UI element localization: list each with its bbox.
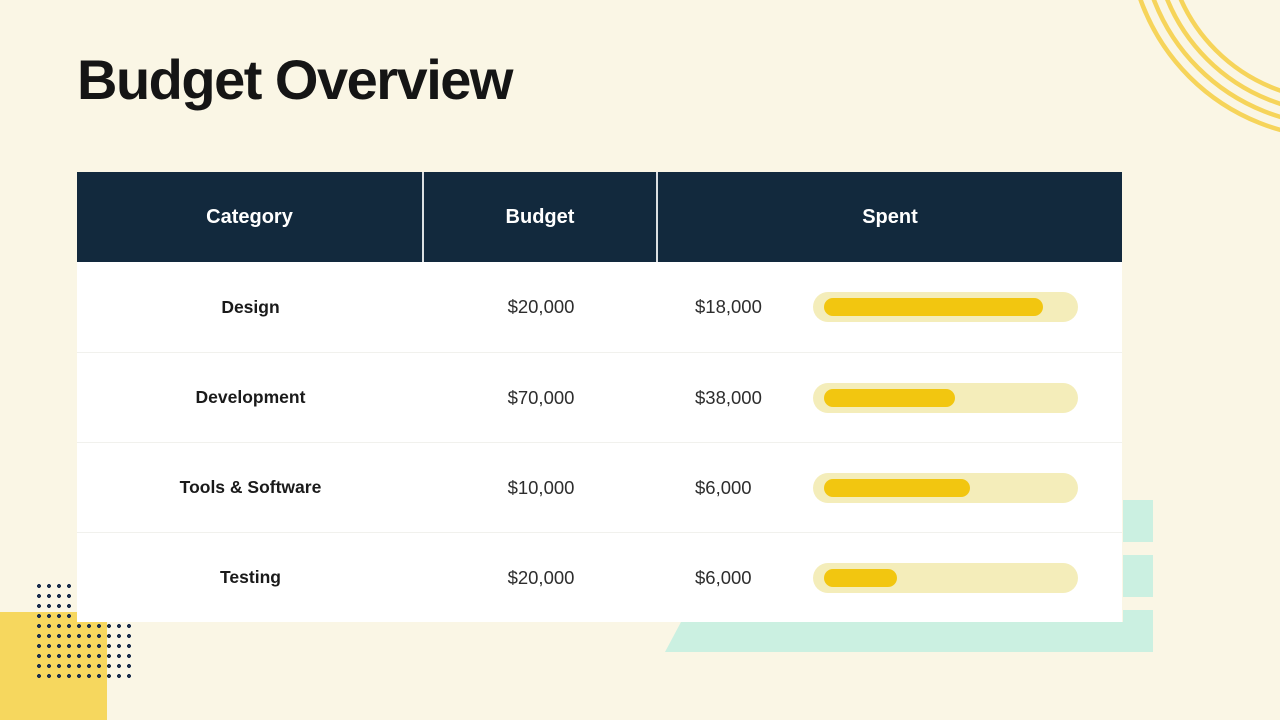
spent-cell: $6,000: [658, 533, 1122, 622]
spent-value: $38,000: [695, 386, 762, 408]
table-row: Development $70,000 $38,000: [77, 352, 1122, 442]
table-body: Design $20,000 $18,000 Development $70,0…: [77, 262, 1122, 622]
budget-cell: $70,000: [507, 386, 575, 408]
table-row: Testing $20,000 $6,000: [77, 532, 1122, 622]
budget-cell: $20,000: [507, 566, 575, 588]
spent-value: $6,000: [695, 476, 752, 498]
progress-fill: [824, 568, 897, 587]
dot-grid-small-decoration: [34, 581, 74, 621]
category-cell: Testing: [220, 567, 281, 587]
budget-cell: $10,000: [507, 476, 575, 498]
category-cell: Design: [221, 296, 280, 317]
progress-track: [813, 292, 1078, 322]
header-cell-budget: Budget: [424, 172, 658, 262]
progress-track: [813, 472, 1078, 503]
table-header-row: Category Budget Spent: [77, 172, 1122, 262]
spent-value: $6,000: [695, 566, 752, 588]
category-cell: Tools & Software: [179, 477, 322, 497]
slide-title: Budget Overview: [77, 48, 513, 111]
spent-cell: $6,000: [658, 443, 1122, 532]
spent-cell: $18,000: [658, 262, 1122, 352]
concentric-arcs-decoration: [1138, 0, 1280, 133]
dot-grid-large-decoration: [34, 621, 134, 681]
table-row: Design $20,000 $18,000: [77, 262, 1122, 352]
category-cell: Development: [195, 387, 306, 407]
progress-fill: [824, 478, 970, 497]
spent-value: $18,000: [695, 296, 762, 317]
table-row: Tools & Software $10,000 $6,000: [77, 442, 1122, 532]
progress-fill: [824, 298, 1043, 316]
progress-track: [813, 562, 1078, 593]
header-cell-spent: Spent: [862, 205, 918, 228]
budget-table: Category Budget Spent Design $20,000 $18…: [77, 172, 1122, 622]
spent-cell: $38,000: [658, 353, 1122, 442]
budget-cell: $20,000: [507, 296, 575, 317]
progress-fill: [824, 388, 955, 407]
header-cell-category: Category: [77, 172, 424, 262]
progress-track: [813, 382, 1078, 413]
